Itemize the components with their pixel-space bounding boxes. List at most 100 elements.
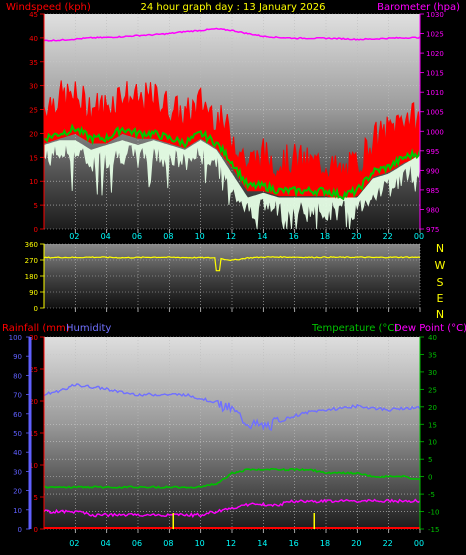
windspeed-tick-label: 35 [29,59,38,67]
direction-plot-area [44,244,420,308]
barometer-tick-label: 975 [426,226,439,234]
humidity-tick-label: 0 [18,526,22,534]
x-tick-label: 10 [195,539,205,548]
rainfall-tick-label: 25 [29,366,38,374]
x-tick-label: 18 [320,539,330,548]
windspeed-tick-label: 0 [34,226,38,234]
windspeed-tick-label: 45 [29,11,38,19]
humidity-tick-label: 40 [13,449,22,457]
x-tick-label: 12 [226,539,236,548]
humidity-tick-label: 100 [9,334,22,342]
humidity-tick-label: 70 [13,392,22,400]
humidity-tick-label: 10 [13,507,22,515]
compass-e: E [437,292,444,305]
graph-title: 24 hour graph day : 13 January 2026 [141,2,326,13]
rainfall-tick-label: 15 [29,430,38,438]
rainfall-tick-label: 30 [29,334,38,342]
direction-series [43,255,421,272]
temperature-tick-label: 35 [428,351,437,359]
temperature-tick-label: 30 [428,369,437,377]
direction-tick-label: 360 [25,241,38,249]
humidity-tick-label: 80 [13,372,22,380]
barometer-series [43,27,421,42]
rainfall-legend: Rainfall (mm) [2,323,70,334]
windspeed-tick-label: 15 [29,154,38,162]
rainfall-tick-label: 10 [29,462,38,470]
humidity-series [43,383,421,431]
compass-n-top: N [436,242,444,255]
windspeed-tick-label: 30 [29,83,38,91]
temperature-series [43,467,421,489]
compass-s: S [437,276,444,289]
temperature-tick-label: 10 [428,439,437,447]
windspeed-tick-label: 40 [29,35,38,43]
x-tick-label: 14 [257,539,267,548]
barometer-tick-label: 1000 [426,128,444,136]
barometer-tick-label: 985 [426,187,439,195]
x-tick-label: 16 [289,232,299,241]
x-tick-label: 16 [289,539,299,548]
windspeed-tick-label: 5 [34,202,38,210]
direction-tick-label: 180 [25,273,38,281]
windspeed-tick-label: 10 [29,178,38,186]
barometer-tick-label: 1025 [426,31,444,39]
compass-n-bottom: N [436,308,444,321]
x-tick-label: 20 [351,539,361,548]
x-tick-label: 02 [69,232,79,241]
compass-w: W [435,259,446,272]
barometer-tick-label: 1015 [426,70,444,78]
direction-tick-label: 270 [25,257,38,265]
windspeed-tick-label: 25 [29,107,38,115]
temperature-legend: Temperature (°C) [311,323,398,334]
dewpoint-legend: Dew Point (°C) [394,323,466,334]
temperature-tick-label: -5 [428,491,435,499]
temperature-tick-label: 25 [428,386,437,394]
humidity-legend: Humidity [66,323,111,334]
x-tick-label: 04 [101,539,111,548]
x-tick-label: 06 [132,539,142,548]
humidity-tick-label: 90 [13,353,22,361]
humidity-tick-label: 60 [13,411,22,419]
x-tick-label: 06 [132,232,142,241]
barometer-axis-title: Barometer (hpa) [377,2,460,13]
humidity-tick-label: 50 [13,430,22,438]
dewpoint-series [43,498,421,518]
temperature-tick-label: 15 [428,421,437,429]
barometer-tick-label: 990 [426,167,439,175]
temperature-tick-label: -15 [428,526,439,534]
x-tick-label: 02 [69,539,79,548]
barometer-tick-label: 1020 [426,50,444,58]
direction-tick-label: 0 [34,305,38,313]
rainfall-tick-label: 0 [34,526,38,534]
x-tick-label: 22 [383,539,393,548]
x-tick-label: 14 [257,232,267,241]
x-tick-label: 08 [163,232,173,241]
x-tick-label: 04 [101,232,111,241]
direction-tick-label: 90 [29,289,38,297]
rainfall-tick-label: 5 [34,494,38,502]
temperature-tick-label: 0 [428,474,432,482]
barometer-tick-label: 980 [426,206,439,214]
x-tick-label: 10 [195,232,205,241]
barometer-tick-label: 995 [426,148,439,156]
temperature-tick-label: 20 [428,404,437,412]
barometer-tick-label: 1030 [426,11,444,19]
windspeed-axis-title: Windspeed (kph) [6,2,91,13]
temperature-tick-label: 5 [428,456,432,464]
temperature-tick-label: 40 [428,334,437,342]
temperature-tick-label: -10 [428,509,439,517]
x-tick-label: 00 [414,539,424,548]
average-series [43,123,421,201]
humidity-tick-label: 20 [13,488,22,496]
barometer-tick-label: 1010 [426,89,444,97]
windspeed-tick-label: 20 [29,130,38,138]
x-tick-label: 20 [351,232,361,241]
barometer-tick-label: 1005 [426,109,444,117]
x-tick-label: 22 [383,232,393,241]
x-tick-label: 08 [163,539,173,548]
x-tick-label: 12 [226,232,236,241]
humidity-tick-label: 30 [13,468,22,476]
rainfall-tick-label: 20 [29,398,38,406]
